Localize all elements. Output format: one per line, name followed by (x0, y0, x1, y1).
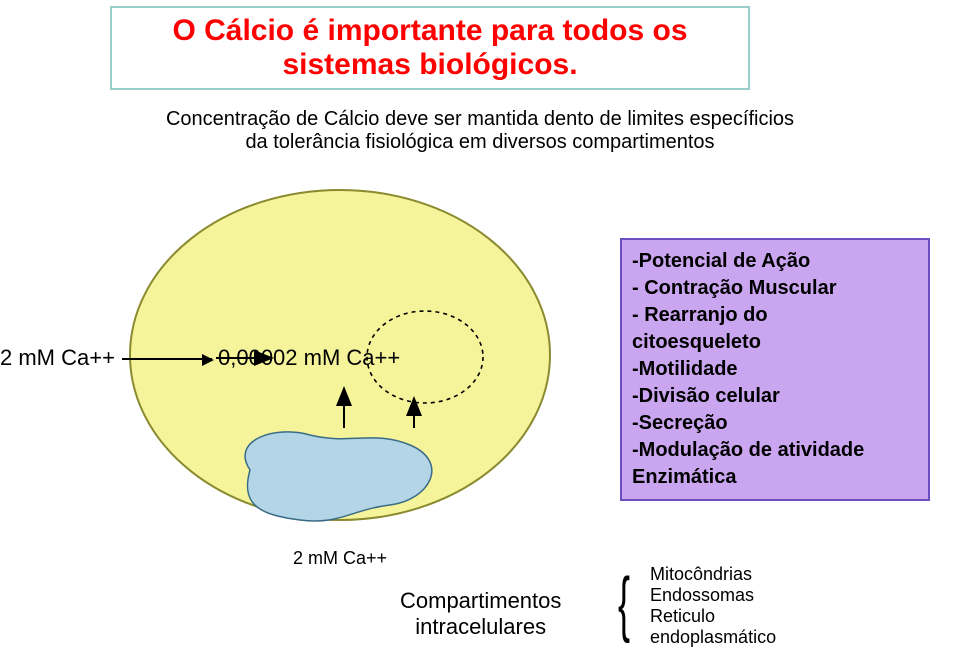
effect-item: - Contração Muscular (632, 275, 918, 302)
organelle-ca-label: 2 mM Ca++ (293, 548, 387, 569)
effect-item: citoesqueleto (632, 329, 918, 356)
effect-item: - Rearranjo do (632, 302, 918, 329)
effect-item: -Modulação de atividade (632, 437, 918, 464)
effect-item: -Secreção (632, 410, 918, 437)
extracellular-ca-label: 2 mM Ca++ (0, 345, 115, 371)
effect-item: -Potencial de Ação (632, 248, 918, 275)
brace-icon: { (618, 568, 630, 640)
subtitle-line2: da tolerância fisiológica em diversos co… (80, 131, 880, 154)
intracellular-ca-label: 0,00002 mM Ca++ (218, 345, 400, 371)
effects-box: -Potencial de Ação- Contração Muscular- … (620, 238, 930, 501)
organelle-list-item: endoplasmático (650, 627, 776, 648)
organelle-list-item: Endossomas (650, 585, 776, 606)
compartments-line1: Compartimentos (400, 588, 561, 614)
effect-item: -Motilidade (632, 356, 918, 383)
effect-item: Enzimática (632, 464, 918, 491)
effect-item: -Divisão celular (632, 383, 918, 410)
compartments-label: Compartimentos intracelulares (400, 588, 561, 640)
title-box: O Cálcio é importante para todos os sist… (110, 6, 750, 90)
organelle-list-item: Reticulo (650, 606, 776, 627)
subtitle-line1: Concentração de Cálcio deve ser mantida … (80, 108, 880, 131)
subtitle: Concentração de Cálcio deve ser mantida … (80, 108, 880, 154)
title-line1: O Cálcio é importante para todos os (172, 14, 687, 48)
organelle-list: MitocôndriasEndossomasReticuloendoplasmá… (650, 564, 776, 648)
organelle-list-item: Mitocôndrias (650, 564, 776, 585)
title-line2: sistemas biológicos. (282, 48, 577, 82)
arrow-extracellular (122, 358, 212, 360)
compartments-line2: intracelulares (400, 614, 561, 640)
